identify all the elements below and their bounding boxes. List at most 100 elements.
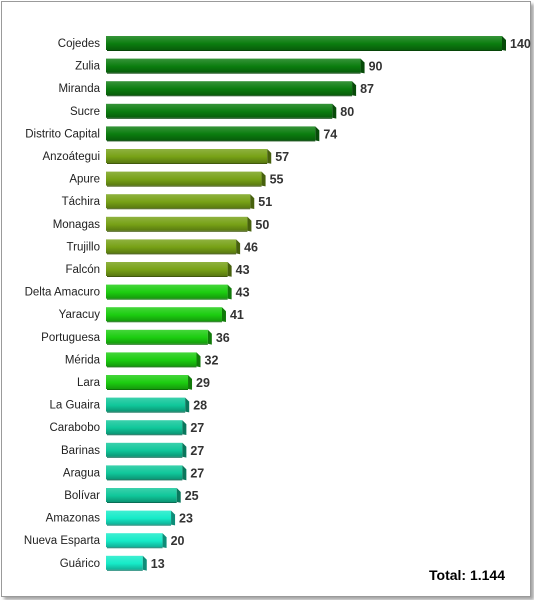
- value-label: 41: [230, 308, 244, 322]
- bar-side-face: [176, 488, 181, 503]
- bar-side-face: [221, 307, 226, 322]
- bar: [106, 442, 183, 457]
- bar: [106, 194, 251, 209]
- bar-side-face: [182, 442, 187, 458]
- value-label: 90: [369, 60, 383, 74]
- value-label: 27: [190, 466, 204, 480]
- bar: [106, 488, 177, 502]
- bar-side-face: [171, 510, 176, 526]
- category-label: Barinas: [61, 445, 100, 457]
- bar-group: Delta Amacuro 43: [25, 284, 250, 300]
- bar: [106, 284, 228, 299]
- category-label: Apure: [69, 174, 100, 186]
- value-label: 55: [270, 173, 284, 187]
- bar-side-face: [185, 397, 190, 413]
- value-label: 28: [193, 399, 207, 413]
- value-label: 80: [340, 105, 354, 119]
- category-label: Mérida: [65, 354, 101, 366]
- category-label: Amazonas: [46, 513, 101, 525]
- category-label: Monagas: [53, 219, 101, 231]
- value-label: 50: [255, 218, 269, 232]
- bar-side-face: [182, 465, 187, 481]
- bar-side-face: [267, 149, 272, 164]
- bar: [106, 149, 268, 163]
- value-label: 87: [360, 82, 374, 96]
- bar-side-face: [207, 329, 212, 345]
- bar: [106, 216, 248, 231]
- category-label: Anzoátegui: [42, 151, 100, 163]
- bar: [106, 352, 197, 367]
- bar-group: Sucre 80: [70, 103, 354, 119]
- bar: [106, 307, 222, 322]
- value-label: 51: [258, 195, 272, 209]
- bar-group: Zulia 90: [75, 58, 383, 74]
- value-label: 36: [216, 331, 230, 345]
- bar-group: Distrito Capital 74: [25, 126, 337, 142]
- bar: [106, 126, 316, 141]
- category-label: Táchira: [62, 196, 101, 208]
- category-label: Sucre: [70, 106, 100, 118]
- category-label: Miranda: [58, 83, 100, 95]
- category-label: Zulia: [75, 61, 101, 73]
- bar: [106, 465, 183, 480]
- bar-group: Monagas 50: [53, 216, 269, 232]
- bar-side-face: [182, 420, 187, 435]
- bar: [106, 239, 237, 254]
- bar-side-face: [250, 194, 255, 209]
- category-label: Portuguesa: [41, 332, 100, 344]
- category-label: Delta Amacuro: [25, 287, 100, 299]
- bar-group: Trujillo 46: [67, 239, 258, 255]
- value-label: 20: [171, 534, 185, 548]
- bar-side-face: [315, 126, 320, 142]
- bar-group: Carabobo 27: [49, 420, 204, 436]
- value-label: 29: [196, 376, 210, 390]
- bar-group: Yaracuy 41: [59, 307, 244, 323]
- bar: [106, 555, 143, 570]
- bar: [106, 171, 262, 186]
- bar-group: Cojedes 140: [58, 36, 531, 51]
- value-label: 27: [190, 421, 204, 435]
- bar-side-face: [247, 216, 252, 232]
- value-label: 43: [236, 286, 250, 300]
- bar-side-face: [352, 81, 357, 96]
- bar-group: Anzoátegui 57: [42, 149, 289, 164]
- value-label: 46: [244, 240, 258, 254]
- bar-group: Falcón 43: [65, 262, 250, 277]
- bar: [106, 329, 208, 344]
- category-label: Distrito Capital: [25, 128, 100, 140]
- bar: [106, 103, 333, 118]
- bar-side-face: [188, 375, 193, 390]
- bar: [106, 375, 189, 389]
- category-label: Lara: [77, 377, 101, 389]
- bar: [106, 262, 228, 276]
- category-label: Falcón: [65, 264, 100, 276]
- bar-side-face: [196, 352, 201, 368]
- category-label: Bolívar: [64, 490, 100, 502]
- category-label: Aragua: [63, 467, 101, 479]
- bar-side-face: [162, 533, 167, 548]
- category-label: La Guaira: [49, 400, 100, 412]
- bar-group: Aragua 27: [63, 465, 204, 481]
- value-label: 43: [236, 263, 250, 277]
- value-label: 13: [151, 557, 165, 571]
- bar-side-face: [227, 284, 232, 300]
- bar-group: Barinas 27: [61, 442, 204, 458]
- bar-side-face: [236, 239, 241, 255]
- bar-side-face: [142, 555, 147, 571]
- bar: [106, 510, 172, 525]
- bar-group: Nueva Esparta 20: [24, 533, 185, 549]
- total-label: Total: 1.144: [429, 567, 505, 583]
- category-label: Nueva Esparta: [24, 535, 101, 547]
- value-label: 74: [323, 127, 337, 141]
- bar-group: Lara 29: [77, 375, 210, 390]
- value-label: 140: [510, 37, 531, 51]
- bar-side-face: [360, 58, 365, 74]
- bar: [106, 58, 361, 73]
- bar: [106, 397, 186, 412]
- bar-group: Portuguesa 36: [41, 329, 230, 345]
- bar: [106, 420, 183, 435]
- bar-side-face: [261, 171, 266, 187]
- bar: [106, 81, 353, 96]
- bar: [106, 36, 502, 50]
